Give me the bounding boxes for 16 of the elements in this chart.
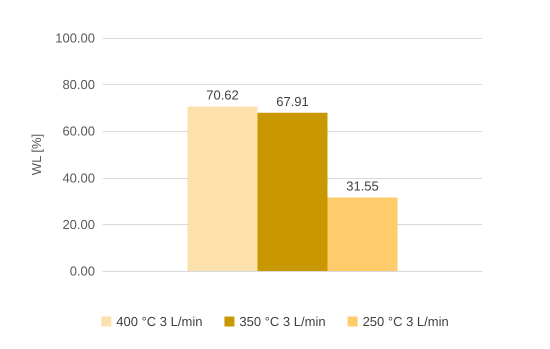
bar	[188, 106, 258, 271]
legend-label: 400 °C 3 L/min	[116, 314, 202, 329]
y-tick-label: 40.00	[62, 170, 95, 186]
legend-label: 250 °C 3 L/min	[362, 314, 449, 329]
y-tick-label: 80.00	[62, 77, 95, 92]
data-label: 67.91	[276, 94, 309, 109]
bar	[328, 197, 398, 271]
y-tick-label: 0.00	[70, 264, 95, 278]
bar	[258, 112, 328, 271]
data-label: 70.62	[206, 87, 239, 102]
data-label: 31.55	[346, 178, 379, 194]
y-tick-label: 20.00	[62, 216, 95, 232]
legend-label: 350 °C 3 L/min	[239, 314, 326, 329]
y-tick-label: 100.00	[55, 30, 95, 46]
y-axis-title: WL [%]	[29, 134, 44, 176]
y-tick-label: 60.00	[62, 124, 95, 139]
